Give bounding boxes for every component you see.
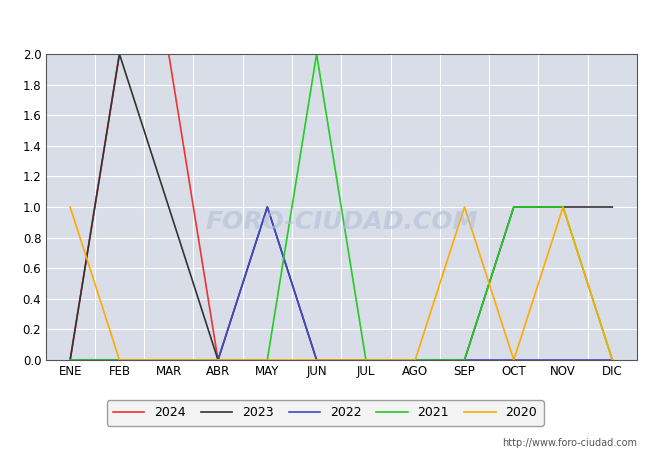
Text: FORO-CIUDAD.COM: FORO-CIUDAD.COM [205,210,478,234]
Text: Matriculaciones de Vehiculos en Bustillo del Oro: Matriculaciones de Vehiculos en Bustillo… [126,11,524,29]
Legend: 2024, 2023, 2022, 2021, 2020: 2024, 2023, 2022, 2021, 2020 [107,400,543,426]
Text: http://www.foro-ciudad.com: http://www.foro-ciudad.com [502,438,637,448]
